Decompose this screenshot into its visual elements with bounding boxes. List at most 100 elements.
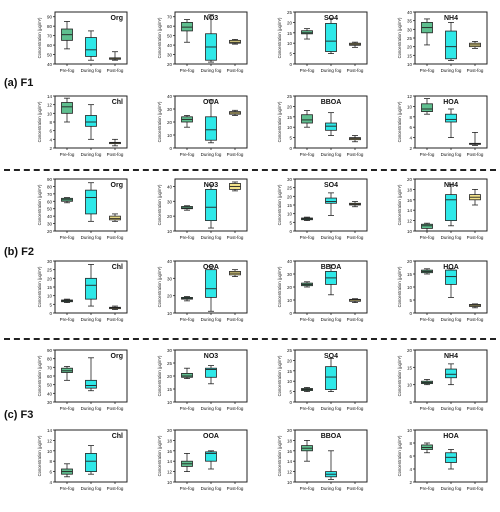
panel-f2-org: 20 30 40 50 60 70 80 90 Concentration (µg/m³) Org… <box>37 177 128 240</box>
y-tick-label: 6 <box>49 129 52 134</box>
y-tick-label: 12 <box>407 94 413 99</box>
x-tick-label: Post-fog <box>467 406 484 411</box>
y-tick-label: 30 <box>47 400 53 405</box>
panel-title: HOA <box>443 99 459 106</box>
box-during-fog <box>445 368 457 379</box>
y-axis-label: Concentration (µg/m³) <box>37 17 42 58</box>
y-tick-label: 5 <box>409 298 412 303</box>
y-tick-label: 80 <box>47 184 53 189</box>
y-tick-label: 20 <box>47 276 53 281</box>
y-tick-label: 40 <box>167 43 173 48</box>
x-tick-label: During fog <box>81 486 102 491</box>
y-tick-label: 20 <box>287 194 293 199</box>
x-tick-label: During fog <box>81 68 102 73</box>
y-tick-label: 20 <box>167 62 173 67</box>
box-during-fog <box>445 113 457 123</box>
y-axis-label: Concentration (µg/m³) <box>157 101 162 142</box>
y-tick-label: 4 <box>49 137 52 142</box>
y-tick-label: 70 <box>47 34 53 39</box>
box-pre-fog <box>181 21 193 32</box>
y-tick-label: 14 <box>167 459 173 464</box>
y-tick-label: 15 <box>47 285 53 290</box>
y-tick-label: 25 <box>287 94 293 99</box>
y-axis-label: Concentration (µg/m³) <box>277 17 282 58</box>
x-tick-label: Post-fog <box>227 235 244 240</box>
y-tick-label: 16 <box>167 449 173 454</box>
x-tick-label: Pre-fog <box>420 152 435 157</box>
x-tick-label: During fog <box>321 235 342 240</box>
box-pre-fog <box>301 30 313 35</box>
box-during-fog <box>325 122 337 131</box>
y-axis-label: Concentration (µg/m³) <box>37 355 42 396</box>
y-tick-label: 10 <box>167 133 173 138</box>
y-tick-label: 20 <box>287 358 293 363</box>
y-axis-label: Concentration (µg/m³) <box>277 266 282 307</box>
y-tick-label: 90 <box>47 15 53 20</box>
y-axis-label: Concentration (µg/m³) <box>157 17 162 58</box>
y-axis-label: Concentration (µg/m³) <box>37 435 42 476</box>
y-tick-label: 0 <box>169 146 172 151</box>
x-tick-label: During fog <box>321 406 342 411</box>
x-tick-label: During fog <box>201 152 222 157</box>
row-label-f3: (c) F3 <box>4 409 34 421</box>
panel-title: Org <box>111 353 123 360</box>
y-tick-label: 10 <box>407 428 413 433</box>
y-tick-label: 8 <box>409 441 412 446</box>
y-tick-label: 0 <box>289 62 292 67</box>
x-tick-label: During fog <box>201 68 222 73</box>
x-tick-label: Post-fog <box>227 317 244 322</box>
panel-title: Chl <box>112 99 123 106</box>
y-axis-label: Concentration (µg/m³) <box>277 101 282 142</box>
box-during-fog <box>325 23 337 52</box>
y-tick-label: 8 <box>49 459 52 464</box>
y-tick-label: 6 <box>409 125 412 130</box>
y-tick-label: 40 <box>167 184 173 189</box>
panel-title: Org <box>111 15 123 22</box>
y-tick-label: 5 <box>49 302 52 307</box>
y-axis-label: Concentration (µg/m³) <box>397 184 402 225</box>
x-tick-label: Pre-fog <box>60 235 75 240</box>
y-axis-label: Concentration (µg/m³) <box>397 266 402 307</box>
x-tick-label: During fog <box>441 152 462 157</box>
y-tick-label: 50 <box>47 383 53 388</box>
y-axis-label: Concentration (µg/m³) <box>397 355 402 396</box>
y-tick-label: 18 <box>167 438 173 443</box>
x-tick-label: Post-fog <box>227 152 244 157</box>
y-tick-label: 10 <box>47 111 53 116</box>
y-tick-label: 2 <box>409 480 412 485</box>
y-tick-label: 50 <box>167 34 173 39</box>
x-tick-label: Post-fog <box>347 317 364 322</box>
y-tick-label: 40 <box>167 94 173 99</box>
x-tick-label: Post-fog <box>227 68 244 73</box>
y-axis-label: Concentration (µg/m³) <box>277 184 282 225</box>
y-tick-label: 20 <box>407 177 413 182</box>
panel-f1-hoa: 2 4 6 8 10 12 Concentration (µg/m³) HOA Pre-fog D… <box>397 94 488 157</box>
panel-title: NO3 <box>204 353 219 360</box>
y-tick-label: 12 <box>167 470 173 475</box>
y-tick-label: 25 <box>287 186 293 191</box>
y-tick-label: 10 <box>287 298 293 303</box>
panel-f3-ooa: 10 12 14 16 18 20 Concentration (µg/m³) OOA Pre-… <box>157 428 248 491</box>
y-tick-label: 20 <box>47 229 53 234</box>
y-tick-label: 10 <box>47 449 53 454</box>
x-tick-label: Pre-fog <box>300 486 315 491</box>
y-tick-label: 25 <box>167 361 173 366</box>
y-tick-label: 20 <box>407 259 413 264</box>
y-tick-label: 20 <box>287 428 293 433</box>
y-tick-label: 20 <box>287 20 293 25</box>
y-tick-label: 70 <box>167 15 173 20</box>
y-tick-label: 10 <box>407 62 413 67</box>
y-axis-label: Concentration (µg/m³) <box>397 17 402 58</box>
y-tick-label: 30 <box>287 272 293 277</box>
x-tick-label: Pre-fog <box>300 68 315 73</box>
section-divider-2 <box>4 338 496 340</box>
y-tick-label: 40 <box>407 10 413 15</box>
box-during-fog <box>85 452 97 472</box>
y-tick-label: 18 <box>287 438 293 443</box>
y-tick-label: 0 <box>49 311 52 316</box>
panel-f3-org: 30 40 50 60 70 80 90 Concentration (µg/m³) Org Pr… <box>37 348 128 411</box>
x-tick-label: Post-fog <box>107 406 124 411</box>
panel-f3-hoa: 2 4 6 8 10 Concentration (µg/m³) HOA Pre-fog Dur… <box>397 428 488 491</box>
